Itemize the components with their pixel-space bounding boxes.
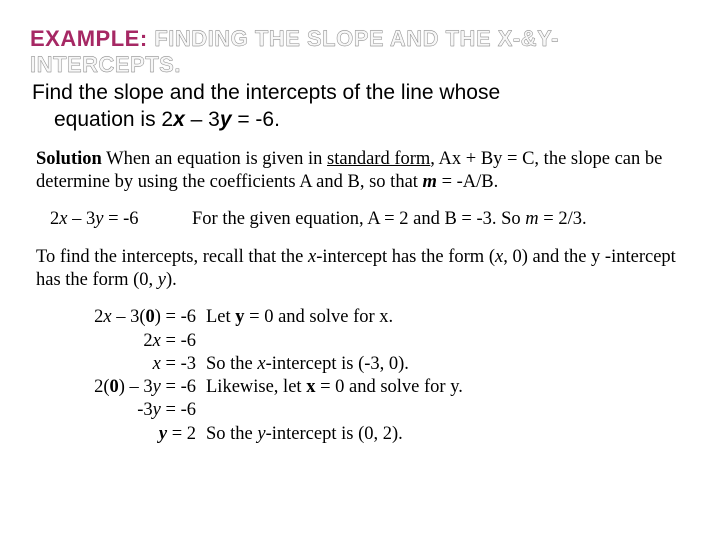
step-eq: y = 2 xyxy=(50,423,206,446)
step-exp: So the x-intercept is (-3, 0). xyxy=(206,353,690,376)
solution-label: Solution xyxy=(36,149,102,169)
given-explanation: For the given equation, A = 2 and B = -3… xyxy=(192,208,690,231)
problem-line2: equation is 2x – 3y = -6. xyxy=(32,107,690,134)
step-exp: Likewise, let x = 0 and solve for y. xyxy=(206,376,690,399)
given-equation-row: 2x – 3y = -6 For the given equation, A =… xyxy=(36,208,690,231)
solution-steps: 2x – 3(0) = -6 Let y = 0 and solve for x… xyxy=(50,306,690,446)
solution-intro: Solution When an equation is given in st… xyxy=(36,148,690,195)
step-exp: So the y-intercept is (0, 2). xyxy=(206,423,690,446)
step-eq: -3y = -6 xyxy=(50,399,206,422)
slide: EXAMPLE: FINDING THE SLOPE AND THE X-&Y-… xyxy=(0,0,720,540)
step-eq: x = -3 xyxy=(50,353,206,376)
problem-statement: Find the slope and the intercepts of the… xyxy=(30,80,690,134)
intercepts-note: To find the intercepts, recall that the … xyxy=(36,246,690,293)
slide-title: EXAMPLE: FINDING THE SLOPE AND THE X-&Y-… xyxy=(30,26,690,78)
step-eq: 2x = -6 xyxy=(50,330,206,353)
step-exp: Let y = 0 and solve for x. xyxy=(206,306,690,329)
problem-line1: Find the slope and the intercepts of the… xyxy=(32,81,500,104)
step-eq: 2(0) – 3y = -6 xyxy=(50,376,206,399)
step-exp xyxy=(206,330,690,353)
step-eq: 2x – 3(0) = -6 xyxy=(50,306,206,329)
step-exp xyxy=(206,399,690,422)
example-label: EXAMPLE: xyxy=(30,26,148,51)
standard-form: standard form xyxy=(327,149,430,169)
given-equation: 2x – 3y = -6 xyxy=(36,208,192,231)
solution-body: Solution When an equation is given in st… xyxy=(30,148,690,446)
